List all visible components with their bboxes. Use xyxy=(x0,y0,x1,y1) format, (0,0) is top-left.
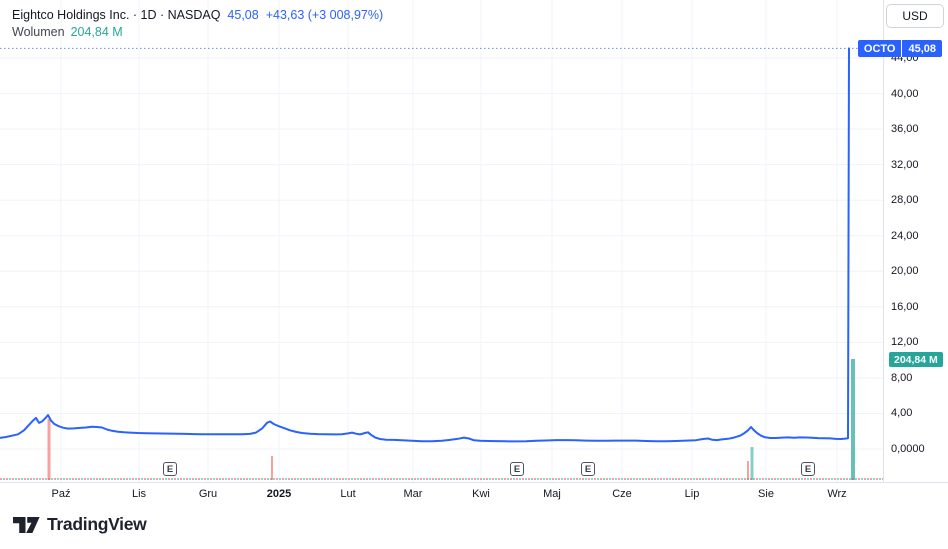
price-axis-tick: 12,00 xyxy=(891,336,919,349)
price-chart-svg xyxy=(0,0,883,482)
volume-bar xyxy=(271,456,273,480)
earnings-marker[interactable]: E xyxy=(510,462,524,476)
last-price-axis-label: OCTO 45,08 xyxy=(857,40,942,57)
volume-axis-badge: 204,84 M xyxy=(889,352,943,367)
tradingview-logo-text: TradingView xyxy=(47,514,147,534)
time-axis-tick: Kwi xyxy=(472,488,490,500)
price-axis-tick: 36,00 xyxy=(891,123,919,136)
bottom-bar: TradingView xyxy=(0,505,948,549)
volume-header: Wolumen 204,84 M xyxy=(12,24,123,41)
time-axis[interactable]: Paź Lis Gru 2025 Lut Mar Kwi Maj Cze Lip Sie Wrz xyxy=(0,482,948,505)
time-axis-tick: Mar xyxy=(403,488,423,500)
chart-plot[interactable]: Eightco Holdings Inc. · 1D · NASDAQ 45,08… xyxy=(0,0,883,482)
last-price-label-divider xyxy=(901,40,903,57)
currency-button[interactable]: USD xyxy=(886,4,944,28)
volume-value: 204,84 M xyxy=(70,25,123,39)
volume-bar xyxy=(47,419,51,480)
last-price-value: 45,08 xyxy=(227,8,259,22)
tradingview-logo-icon xyxy=(13,516,40,533)
price-axis-tick: 40,00 xyxy=(891,87,919,100)
last-price-axis-value: 45,08 xyxy=(902,40,942,57)
price-axis-tick: 16,00 xyxy=(891,300,919,313)
volume-bar xyxy=(851,359,855,480)
volume-label: Wolumen xyxy=(12,25,65,39)
time-axis-tick: Cze xyxy=(612,488,632,500)
price-axis-tick: 0,0000 xyxy=(891,443,925,455)
price-line-series xyxy=(0,47,850,443)
time-axis-tick: Sie xyxy=(758,488,774,500)
price-axis-tick: 8,00 xyxy=(891,371,913,384)
earnings-marker[interactable]: E xyxy=(581,462,595,476)
last-price-symbol: OCTO xyxy=(857,40,902,57)
price-axis-tick: 24,00 xyxy=(891,229,919,242)
time-axis-tick: Paź xyxy=(51,488,71,500)
price-axis-tick: 4,00 xyxy=(891,407,913,420)
symbol-title[interactable]: Eightco Holdings Inc. · 1D · NASDAQ xyxy=(12,8,221,22)
volume-baseline-bars xyxy=(0,478,883,480)
time-axis-tick: 2025 xyxy=(266,488,292,500)
price-change-value: +43,63 (+3 008,97%) xyxy=(265,8,384,22)
tradingview-logo[interactable]: TradingView xyxy=(13,514,147,535)
price-axis-tick: 32,00 xyxy=(891,158,919,171)
volume-bar xyxy=(747,461,749,480)
time-axis-tick: Gru xyxy=(198,488,218,500)
symbol-header: Eightco Holdings Inc. · 1D · NASDAQ 45,08… xyxy=(12,7,383,24)
time-axis-tick: Lis xyxy=(131,488,147,500)
time-axis-tick: Lut xyxy=(340,488,356,500)
price-axis-tick: 20,00 xyxy=(891,265,919,278)
time-axis-tick: Lip xyxy=(684,488,700,500)
price-axis[interactable]: USD OCTO 45,08 204,84 M 44,00 40,00 36,00 3… xyxy=(857,0,948,505)
volume-bar xyxy=(750,447,754,480)
earnings-marker[interactable]: E xyxy=(801,462,815,476)
earnings-marker[interactable]: E xyxy=(163,462,177,476)
time-axis-tick: Maj xyxy=(543,488,561,500)
time-axis-tick: Wrz xyxy=(827,488,847,500)
price-axis-tick: 28,00 xyxy=(891,194,919,207)
